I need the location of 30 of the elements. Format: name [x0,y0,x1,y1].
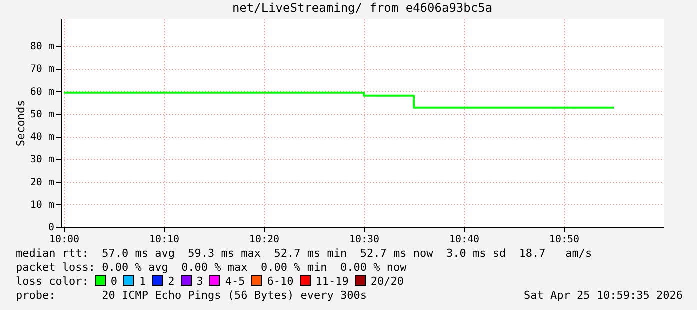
text: 1 [139,275,146,288]
text: 0 [110,275,118,288]
y-tick-label: 60 m [30,86,54,98]
y-axis-title: Seconds [14,100,28,147]
text: packet loss: 0.00 % avg 0.00 % max 0.00 % min 0.00 % now [16,261,407,274]
text: 2 [168,275,175,288]
text: 11-19 [316,275,349,288]
x-tick-label: 10:30 [349,234,380,246]
text: 3 [196,275,204,288]
y-tick-label: 0 [48,222,54,234]
y-tick-label: 40 m [30,132,54,144]
x-tick-label: 10:40 [449,234,480,246]
text: Sat Apr 25 10:59:35 2026 [524,289,683,302]
chart-title: net/LiveStreaming/ from e4606a93bc5a [232,1,493,15]
y-tick-label: 80 m [30,42,54,53]
x-tick-label: 10:00 [49,234,80,246]
text: 4-5 [225,275,246,288]
y-tick-label: 70 m [30,64,54,76]
text: loss color: [16,275,89,288]
text: median rtt: 57.0 ms avg 59.3 ms max 52.7 ms min 52.7 ms now 3.0 ms sd 18.7 am/s [16,247,592,260]
x-tick-label: 10:20 [249,234,280,246]
x-tick-label: 10:50 [549,234,580,246]
text: 6-10 [267,275,294,288]
y-tick-label: 50 m [30,109,54,120]
y-tick-label: 10 m [30,200,54,211]
text: 20/20 [370,275,404,288]
text: probe: 20 ICMP Echo Pings (56 Bytes) every 300s [16,289,367,302]
y-tick-label: 20 m [30,177,54,188]
y-tick-label: 30 m [30,154,54,166]
x-tick-label: 10:10 [149,234,180,246]
